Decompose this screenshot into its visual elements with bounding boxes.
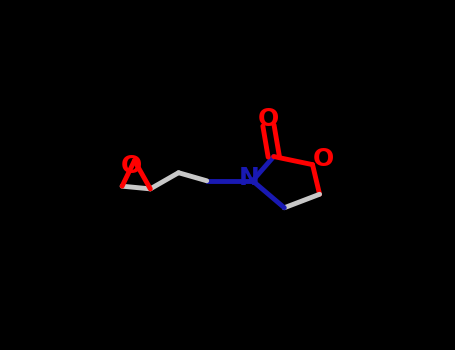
Text: O: O	[258, 107, 279, 131]
Text: N: N	[238, 166, 259, 190]
Text: O: O	[313, 147, 334, 171]
Text: O: O	[120, 154, 142, 178]
